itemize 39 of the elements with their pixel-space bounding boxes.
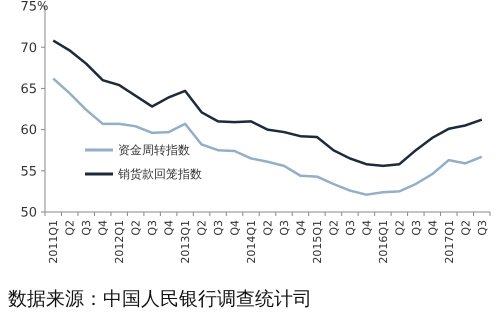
y-tick-label: 55 [20, 164, 37, 180]
legend-label: 销货款回笼指数 [117, 167, 202, 182]
x-tick-label: Q4 [96, 220, 110, 236]
x-tick-label: Q4 [360, 220, 374, 236]
x-tick-label: Q4 [294, 220, 308, 236]
source-note: 数据来源：中国人民银行调查统计司 [8, 288, 312, 310]
x-tick-label: Q3 [476, 220, 489, 236]
x-tick-label: Q2 [262, 220, 274, 236]
x-tick-label: Q2 [64, 220, 77, 236]
y-tick-label: 65 [20, 82, 37, 97]
x-tick-label: Q2 [130, 220, 143, 236]
x-tick-label: Q3 [212, 220, 226, 236]
x-tick-label: 2016Q1 [376, 220, 390, 264]
y-tick-label: 75 [20, 0, 37, 15]
x-tick-label: Q3 [80, 220, 94, 236]
x-tick-label: Q4 [426, 220, 440, 236]
x-tick-label: Q3 [344, 220, 357, 236]
x-tick-label: 2013Q1 [179, 220, 192, 264]
x-tick-label: 2017Q1 [442, 220, 456, 264]
y-axis-title: % [37, 0, 48, 13]
legend-label: 资金周转指数 [118, 143, 190, 158]
x-tick-label: 2014Q1 [245, 220, 258, 264]
x-tick-label: Q4 [162, 220, 176, 236]
x-tick-label: Q3 [146, 220, 160, 236]
x-tick-label: Q2 [327, 220, 340, 236]
x-tick-label: Q3 [410, 220, 423, 236]
x-tick-label: Q2 [196, 220, 209, 236]
y-tick-label: 60 [20, 123, 37, 138]
x-tick-label: Q2 [393, 220, 406, 236]
x-tick-label: Q4 [228, 220, 242, 236]
x-tick-label: 2012Q1 [113, 220, 126, 264]
x-tick-label: 2011Q1 [47, 220, 60, 264]
line-series [52, 77, 484, 196]
x-tick-label: 2015Q1 [310, 220, 324, 264]
y-tick-label: 50 [20, 206, 37, 221]
x-tick-label: Q2 [459, 220, 472, 236]
y-tick-label: 70 [20, 40, 37, 56]
x-tick-label: Q3 [278, 220, 291, 236]
line-series [52, 39, 484, 168]
